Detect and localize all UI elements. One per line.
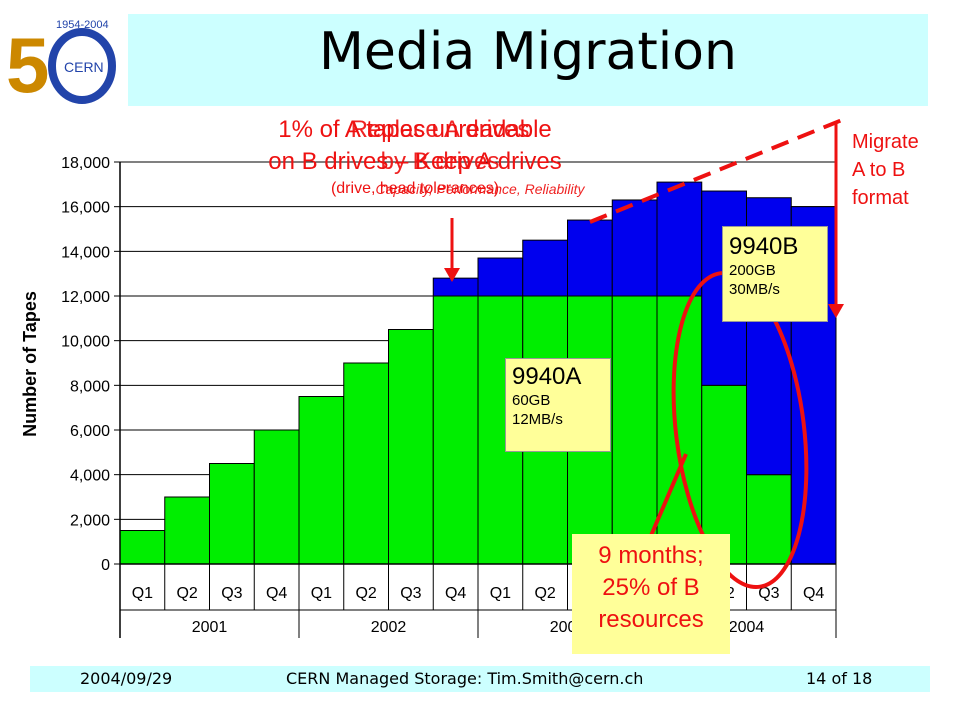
- x-tick-label: Q2: [176, 585, 197, 602]
- y-tick-label: 10,000: [61, 334, 110, 351]
- bar-9940a-7: [432, 295, 479, 565]
- logo-text: CERN: [64, 59, 104, 75]
- overlay-line1: Replace A drives: [350, 116, 530, 143]
- x-tick-label: Q4: [803, 585, 824, 602]
- bar-9940a-4: [298, 396, 345, 565]
- arrow-migrate-head: [828, 304, 844, 318]
- x-year-label: 2001: [192, 619, 228, 636]
- x-tick-label: Q1: [490, 585, 511, 602]
- callout-pointer: [648, 453, 688, 539]
- x-tick-label: Q3: [758, 585, 779, 602]
- x-tick-label: Q2: [355, 585, 376, 602]
- y-tick-label: 4,000: [70, 468, 110, 485]
- overlay-sub: Capacity, Performance, Reliability: [375, 181, 585, 197]
- bar-9940a-14: [746, 474, 792, 565]
- callout-box: 9 months; 25% of B resources: [572, 534, 730, 654]
- logo-years: 1954-2004: [56, 19, 109, 31]
- legend-9940b-speed: 30MB/s: [729, 281, 780, 298]
- bar-9940a-11: [611, 295, 658, 565]
- x-tick-label: Q4: [445, 585, 466, 602]
- legend-9940a-name: 9940A: [512, 363, 582, 390]
- footer-date: 2004/09/29: [80, 669, 173, 688]
- y-tick-label: 0: [101, 557, 110, 574]
- legend-9940a-speed: 12MB/s: [512, 411, 563, 428]
- bar-9940b-7: [432, 277, 479, 297]
- cern-50-logo: 5 CERN 1954-2004: [6, 19, 116, 106]
- replace-annotation: 1% of A tapes unreadable on B drives – K…: [190, 114, 640, 200]
- x-tick-label: Q1: [311, 585, 332, 602]
- footer-bar: 2004/09/29 CERN Managed Storage: Tim.Smi…: [30, 666, 930, 692]
- bar-9940b-10: [567, 219, 613, 297]
- arrow-replace-head: [444, 268, 460, 282]
- legend-9940b: 9940B 200GB 30MB/s: [722, 226, 828, 322]
- replace-line2: on B drives – Keep A drives: [268, 148, 562, 175]
- x-tick-label: Q3: [221, 585, 242, 602]
- y-tick-label: 12,000: [61, 289, 110, 306]
- legend-9940b-name: 9940B: [729, 233, 799, 260]
- x-tick-label: Q1: [132, 585, 153, 602]
- migrate-annotation: Migrate A to B format: [852, 131, 919, 209]
- y-tick-label: 2,000: [70, 512, 110, 529]
- replace-line1: 1% of A tapes unreadable: [278, 116, 552, 143]
- footer-page: 14 of 18: [806, 669, 873, 688]
- x-year-label: 2004: [729, 619, 765, 636]
- bar-9940a-2: [209, 463, 255, 565]
- footer-center: CERN Managed Storage: Tim.Smith@cern.ch: [286, 669, 644, 688]
- title-bar: [128, 14, 928, 106]
- slide-title: Media Migration: [319, 22, 737, 82]
- bar-9940b-12: [656, 181, 703, 297]
- bar-9940b-11: [611, 199, 658, 297]
- bar-9940a-6: [388, 329, 434, 565]
- y-tick-label: 8,000: [70, 378, 110, 395]
- y-axis-label: Number of Tapes: [20, 291, 40, 437]
- legend-9940a-capacity: 60GB: [512, 392, 551, 409]
- bar-9940a-0: [119, 530, 166, 565]
- x-tick-label: Q4: [266, 585, 287, 602]
- x-tick-label: Q2: [534, 585, 555, 602]
- bar-9940a-3: [253, 429, 300, 565]
- dashed-trend-line: [589, 118, 843, 224]
- bar-9940a-1: [164, 496, 210, 565]
- overlay-line2: by B drives: [380, 148, 500, 175]
- replace-sub: (drive, head tolerances): [330, 180, 500, 197]
- x-year-label: 2002: [371, 619, 407, 636]
- svg-text:5: 5: [6, 21, 49, 106]
- y-tick-label: 6,000: [70, 423, 110, 440]
- y-tick-label: 14,000: [61, 244, 110, 261]
- bar-9940b-8: [477, 257, 524, 297]
- overlay-annotation: Replace A drives by B drives Capacity, P…: [230, 114, 650, 200]
- y-tick-label: 16,000: [61, 200, 110, 217]
- y-tick-label: 18,000: [61, 155, 110, 172]
- bar-9940b-9: [522, 239, 568, 297]
- x-tick-label: Q3: [400, 585, 421, 602]
- highlight-ellipse: [671, 270, 809, 590]
- legend-9940a: 9940A 60GB 12MB/s: [505, 358, 611, 452]
- bar-9940a-5: [343, 362, 389, 565]
- legend-9940b-capacity: 200GB: [729, 262, 776, 279]
